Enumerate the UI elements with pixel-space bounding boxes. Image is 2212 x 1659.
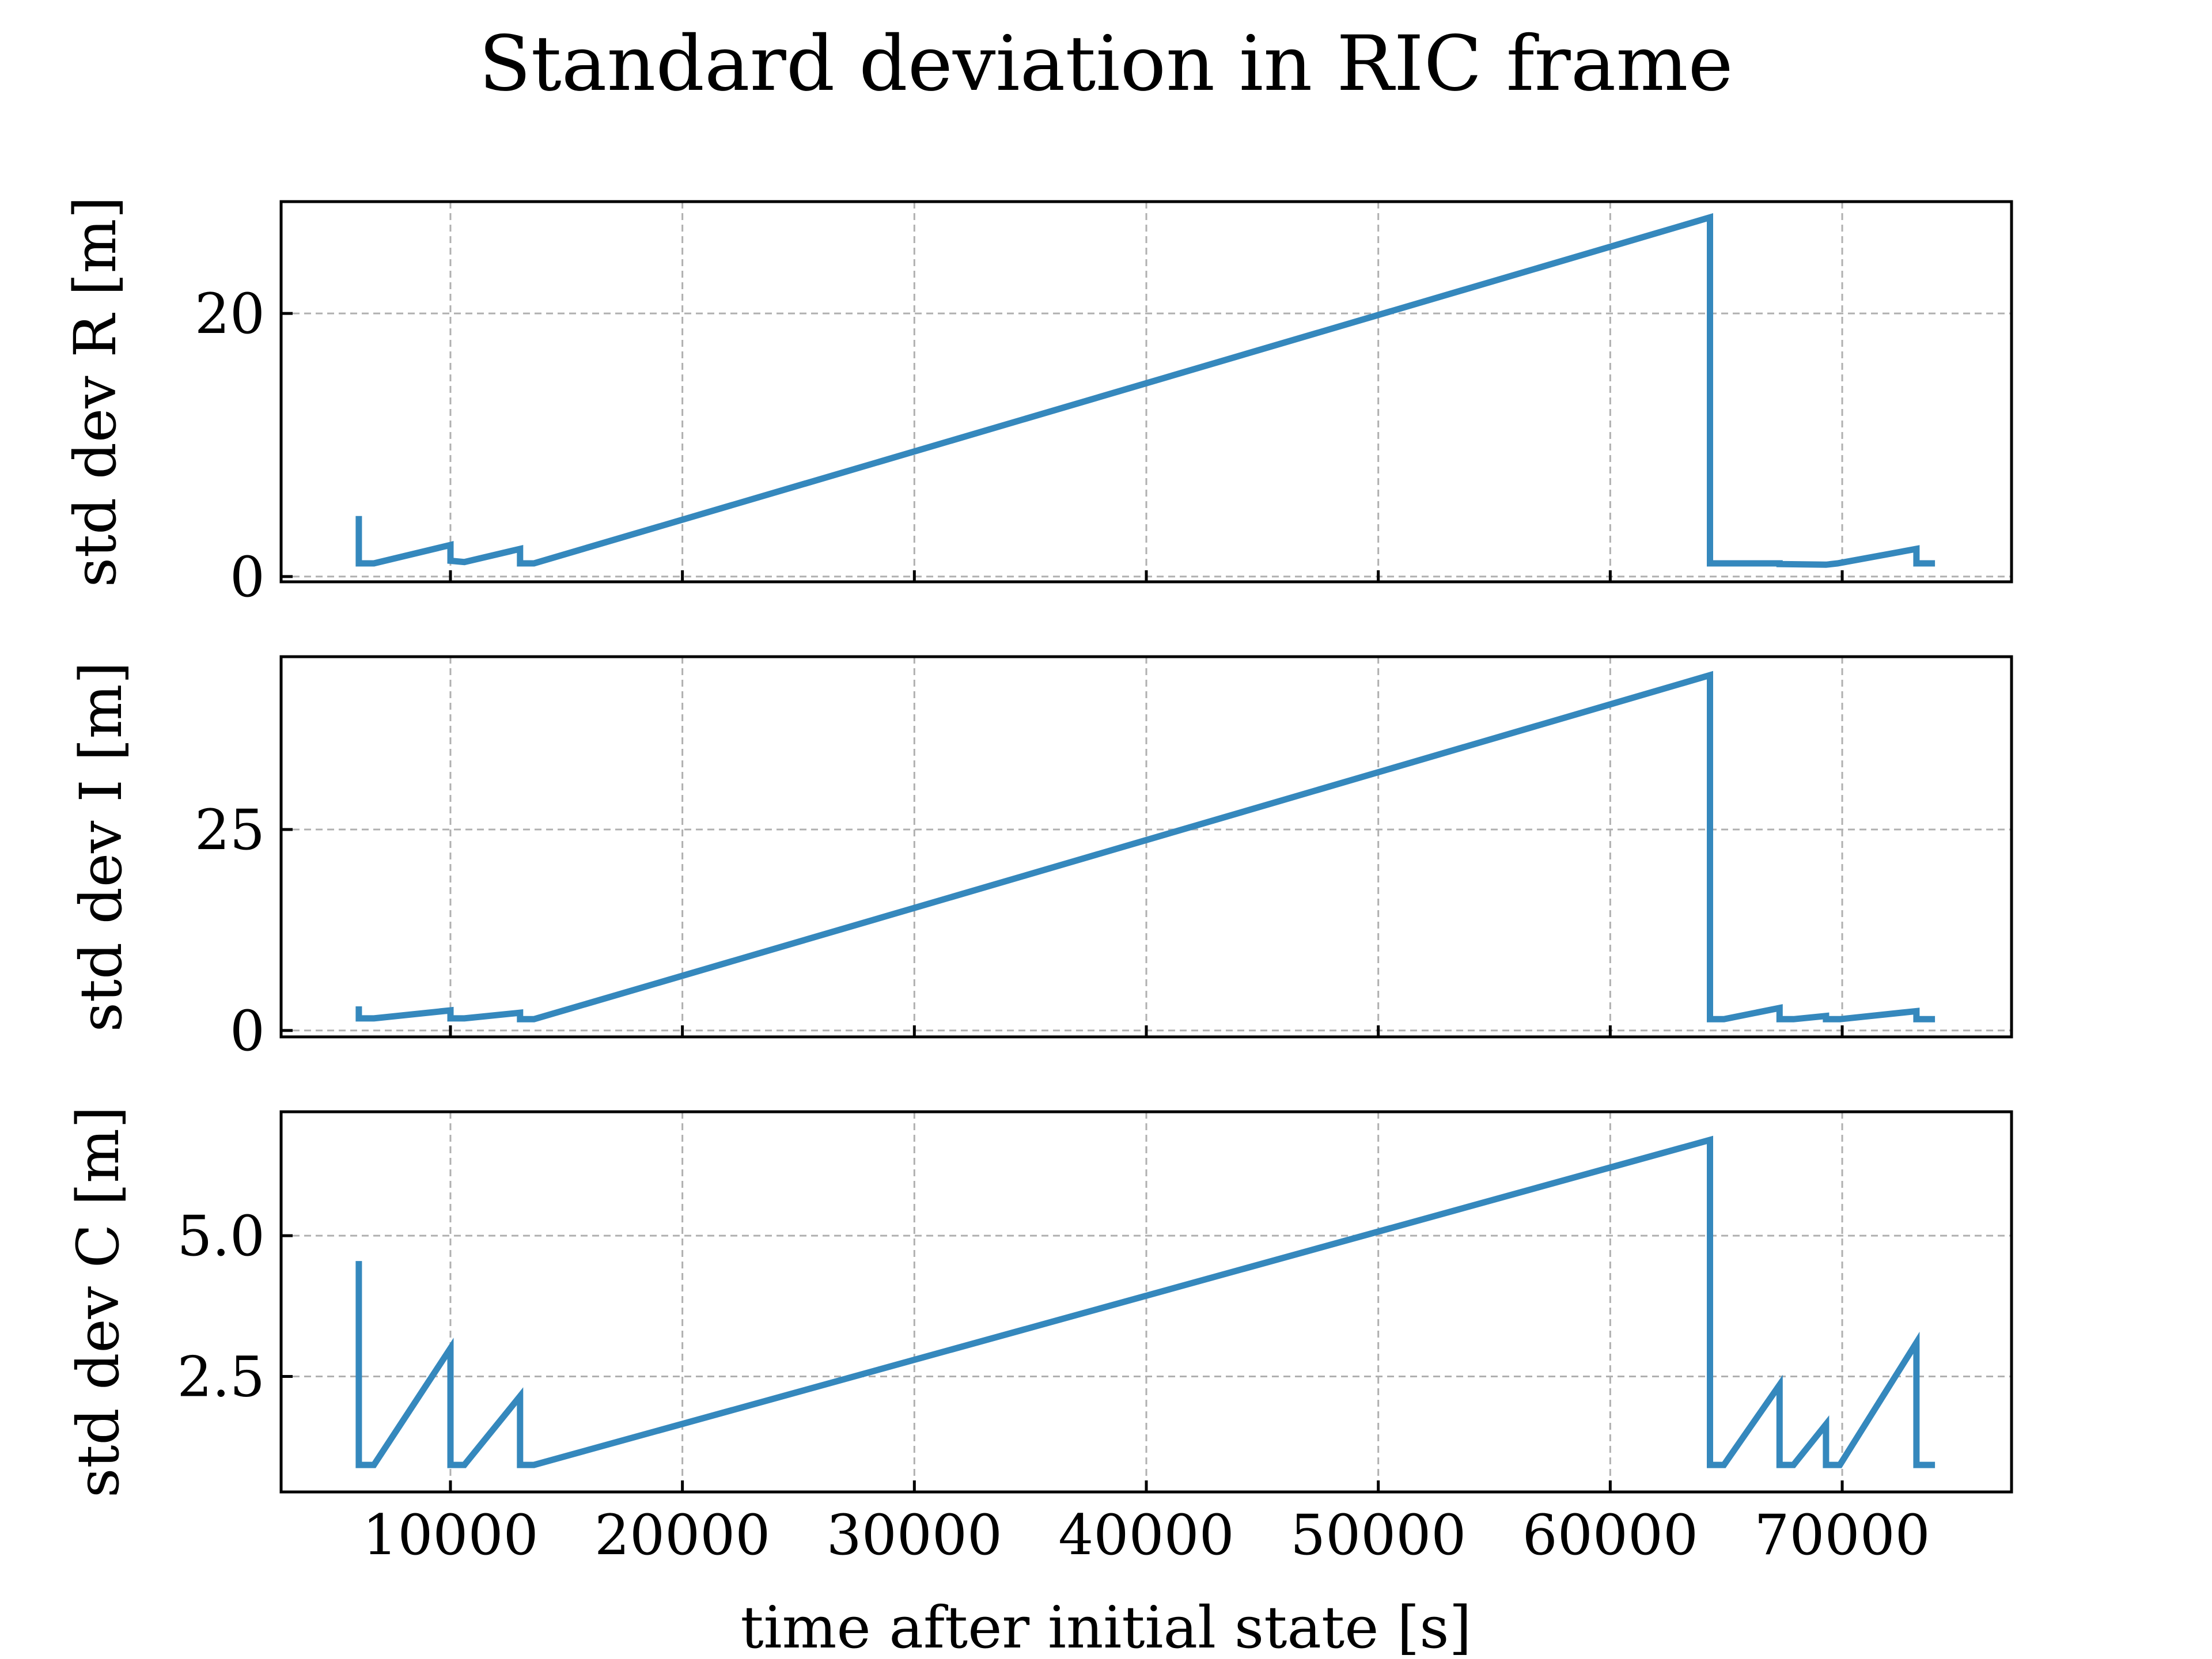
- y-axis-label: std dev C [m]: [65, 1106, 132, 1498]
- y-tick-label: 20: [195, 282, 265, 346]
- x-tick-label: 30000: [827, 1503, 1002, 1567]
- panels: 0 20 std dev R [m] 0 25 std dev I [m] 2.5 5.0 10…: [62, 196, 2013, 1567]
- x-tick-label: 20000: [594, 1503, 770, 1567]
- x-tick-label: 10000: [362, 1503, 538, 1567]
- y-axis-label: std dev R [m]: [62, 196, 129, 588]
- y-tick-label: 0: [230, 545, 265, 609]
- y-tick-label: 25: [195, 798, 265, 862]
- panel-r: 0 20 std dev R [m]: [62, 196, 2013, 609]
- series-line: [355, 671, 1936, 1022]
- figure-title: Standard deviation in RIC frame: [479, 20, 1733, 108]
- y-tick-label: 5.0: [177, 1204, 265, 1268]
- series-line: [355, 213, 1936, 568]
- y-tick-label: 0: [230, 999, 265, 1063]
- panel-i: 0 25 std dev I [m]: [67, 655, 2013, 1063]
- x-axis-label: time after initial state [s]: [740, 1594, 1471, 1659]
- x-tick-label: 50000: [1290, 1503, 1466, 1567]
- x-tick-label: 70000: [1754, 1503, 1930, 1567]
- y-tick-label: 2.5: [177, 1345, 265, 1410]
- y-axis-label: std dev I [m]: [67, 662, 135, 1032]
- series-line: [355, 1135, 1936, 1468]
- x-tick-label: 40000: [1058, 1503, 1234, 1567]
- panel-c: 2.5 5.0 10000 20000 30000 40000 50000 60000 7000…: [65, 1106, 2013, 1567]
- x-tick-label: 60000: [1522, 1503, 1698, 1567]
